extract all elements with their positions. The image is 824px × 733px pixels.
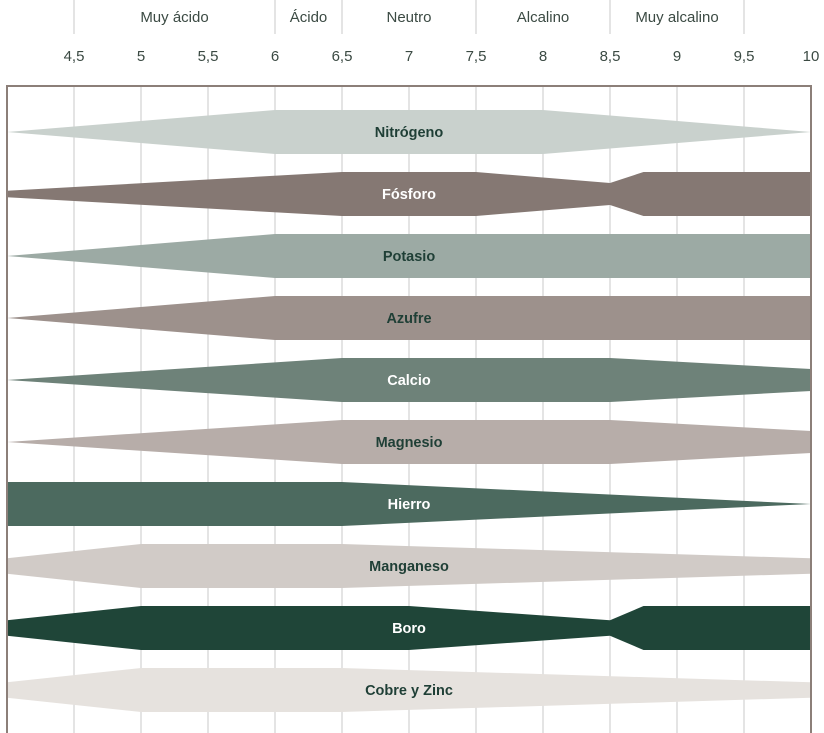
nutrient-band <box>7 482 811 526</box>
nutrient-band <box>7 110 811 154</box>
x-tick-label: 7,5 <box>466 48 487 65</box>
category-label: Muy ácido <box>140 9 208 26</box>
x-tick-label: 6,5 <box>332 48 353 65</box>
nutrient-label: Fósforo <box>382 187 436 203</box>
x-tick-label: 5 <box>137 48 145 65</box>
nutrient-label: Hierro <box>388 497 431 513</box>
x-tick-label: 8,5 <box>600 48 621 65</box>
plot-frame <box>6 85 812 733</box>
nutrient-label: Nitrógeno <box>375 125 444 141</box>
nutrient-band <box>7 234 811 278</box>
category-label: Neutro <box>386 9 431 26</box>
nutrient-label: Magnesio <box>376 435 443 451</box>
nutrient-label: Potasio <box>383 249 436 265</box>
nutrient-band <box>7 544 811 588</box>
nutrient-label: Boro <box>392 621 426 637</box>
x-tick-label: 7 <box>405 48 413 65</box>
x-tick-label: 8 <box>539 48 547 65</box>
nutrient-band <box>7 296 811 340</box>
category-separators <box>73 0 745 34</box>
nutrient-label: Azufre <box>386 311 431 327</box>
category-labels: Muy ácido Ácido Neutro Alcalino Muy alcalino <box>140 9 718 26</box>
nutrient-band <box>7 606 811 650</box>
nutrient-band <box>7 668 811 712</box>
nutrient-bands: Nitrógeno Fósforo Potasio Azufre Calcio Magne… <box>7 110 811 712</box>
x-tick-label: 10 <box>803 48 820 65</box>
nutrient-label: Cobre y Zinc <box>365 683 453 699</box>
category-label: Muy alcalino <box>635 9 718 26</box>
nutrient-label: Calcio <box>387 373 431 389</box>
category-label: Alcalino <box>517 9 570 26</box>
nutrient-band <box>7 420 811 464</box>
nutrient-band <box>7 358 811 402</box>
x-tick-label: 9,5 <box>734 48 755 65</box>
nutrient-label: Manganeso <box>369 559 449 575</box>
x-tick-label: 5,5 <box>198 48 219 65</box>
x-tick-label: 6 <box>271 48 279 65</box>
nutrient-band <box>7 172 811 216</box>
x-tick-labels: 4,5 5 5,5 6 6,5 7 7,5 8 8,5 9 9,5 10 <box>64 48 820 65</box>
x-tick-label: 9 <box>673 48 681 65</box>
category-label: Ácido <box>290 9 328 26</box>
x-tick-label: 4,5 <box>64 48 85 65</box>
